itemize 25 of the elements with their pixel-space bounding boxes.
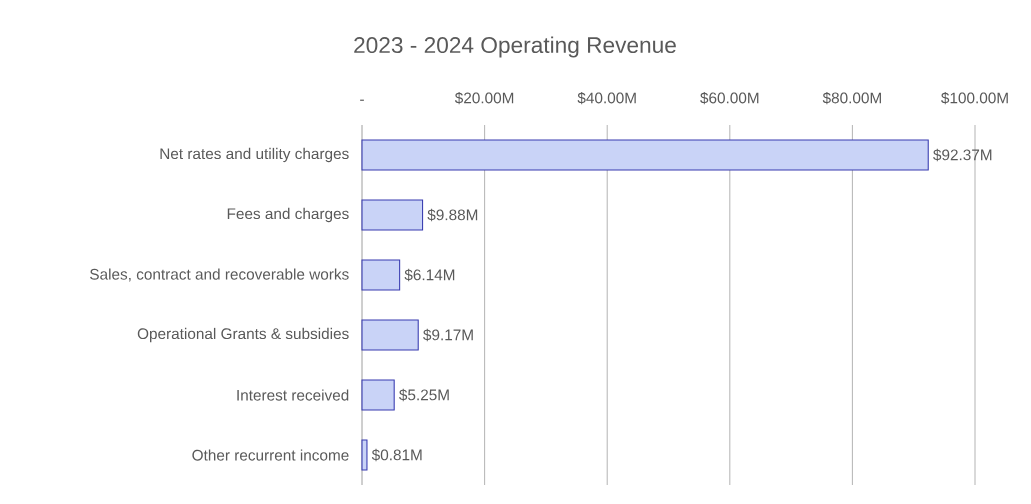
x-tick-label: $40.00M [577,91,636,105]
y-tick-label: Interest received [237,389,349,401]
bar [361,139,929,171]
x-tick-label: $100.00M [941,91,1008,105]
data-label: $0.81M [371,448,422,462]
x-tick-label: - [360,99,364,101]
data-label: $9.17M [423,328,473,342]
data-label: $92.37M [933,148,992,162]
chart-title: 2023 - 2024 Operating Revenue [354,36,676,58]
bar [361,439,368,471]
x-tick-label: $80.00M [822,91,881,105]
x-tick-label: $20.00M [454,91,514,105]
data-label: $6.14M [404,268,455,282]
data-label: $9.88M [427,208,478,222]
bar [361,319,419,351]
y-tick-label: Operational Grants & subsidies [137,327,349,343]
bar [361,379,395,411]
bar [361,259,401,291]
y-tick-label: Fees and charges [227,207,349,223]
bar [361,199,424,231]
y-tick-label: Other recurrent income [192,449,349,461]
data-label: $5.25M [399,388,449,402]
x-tick-label: $60.00M [700,91,759,105]
y-tick-label: Sales, contract and recoverable works [90,268,349,282]
y-tick-label: Net rates and utility charges [160,147,349,163]
